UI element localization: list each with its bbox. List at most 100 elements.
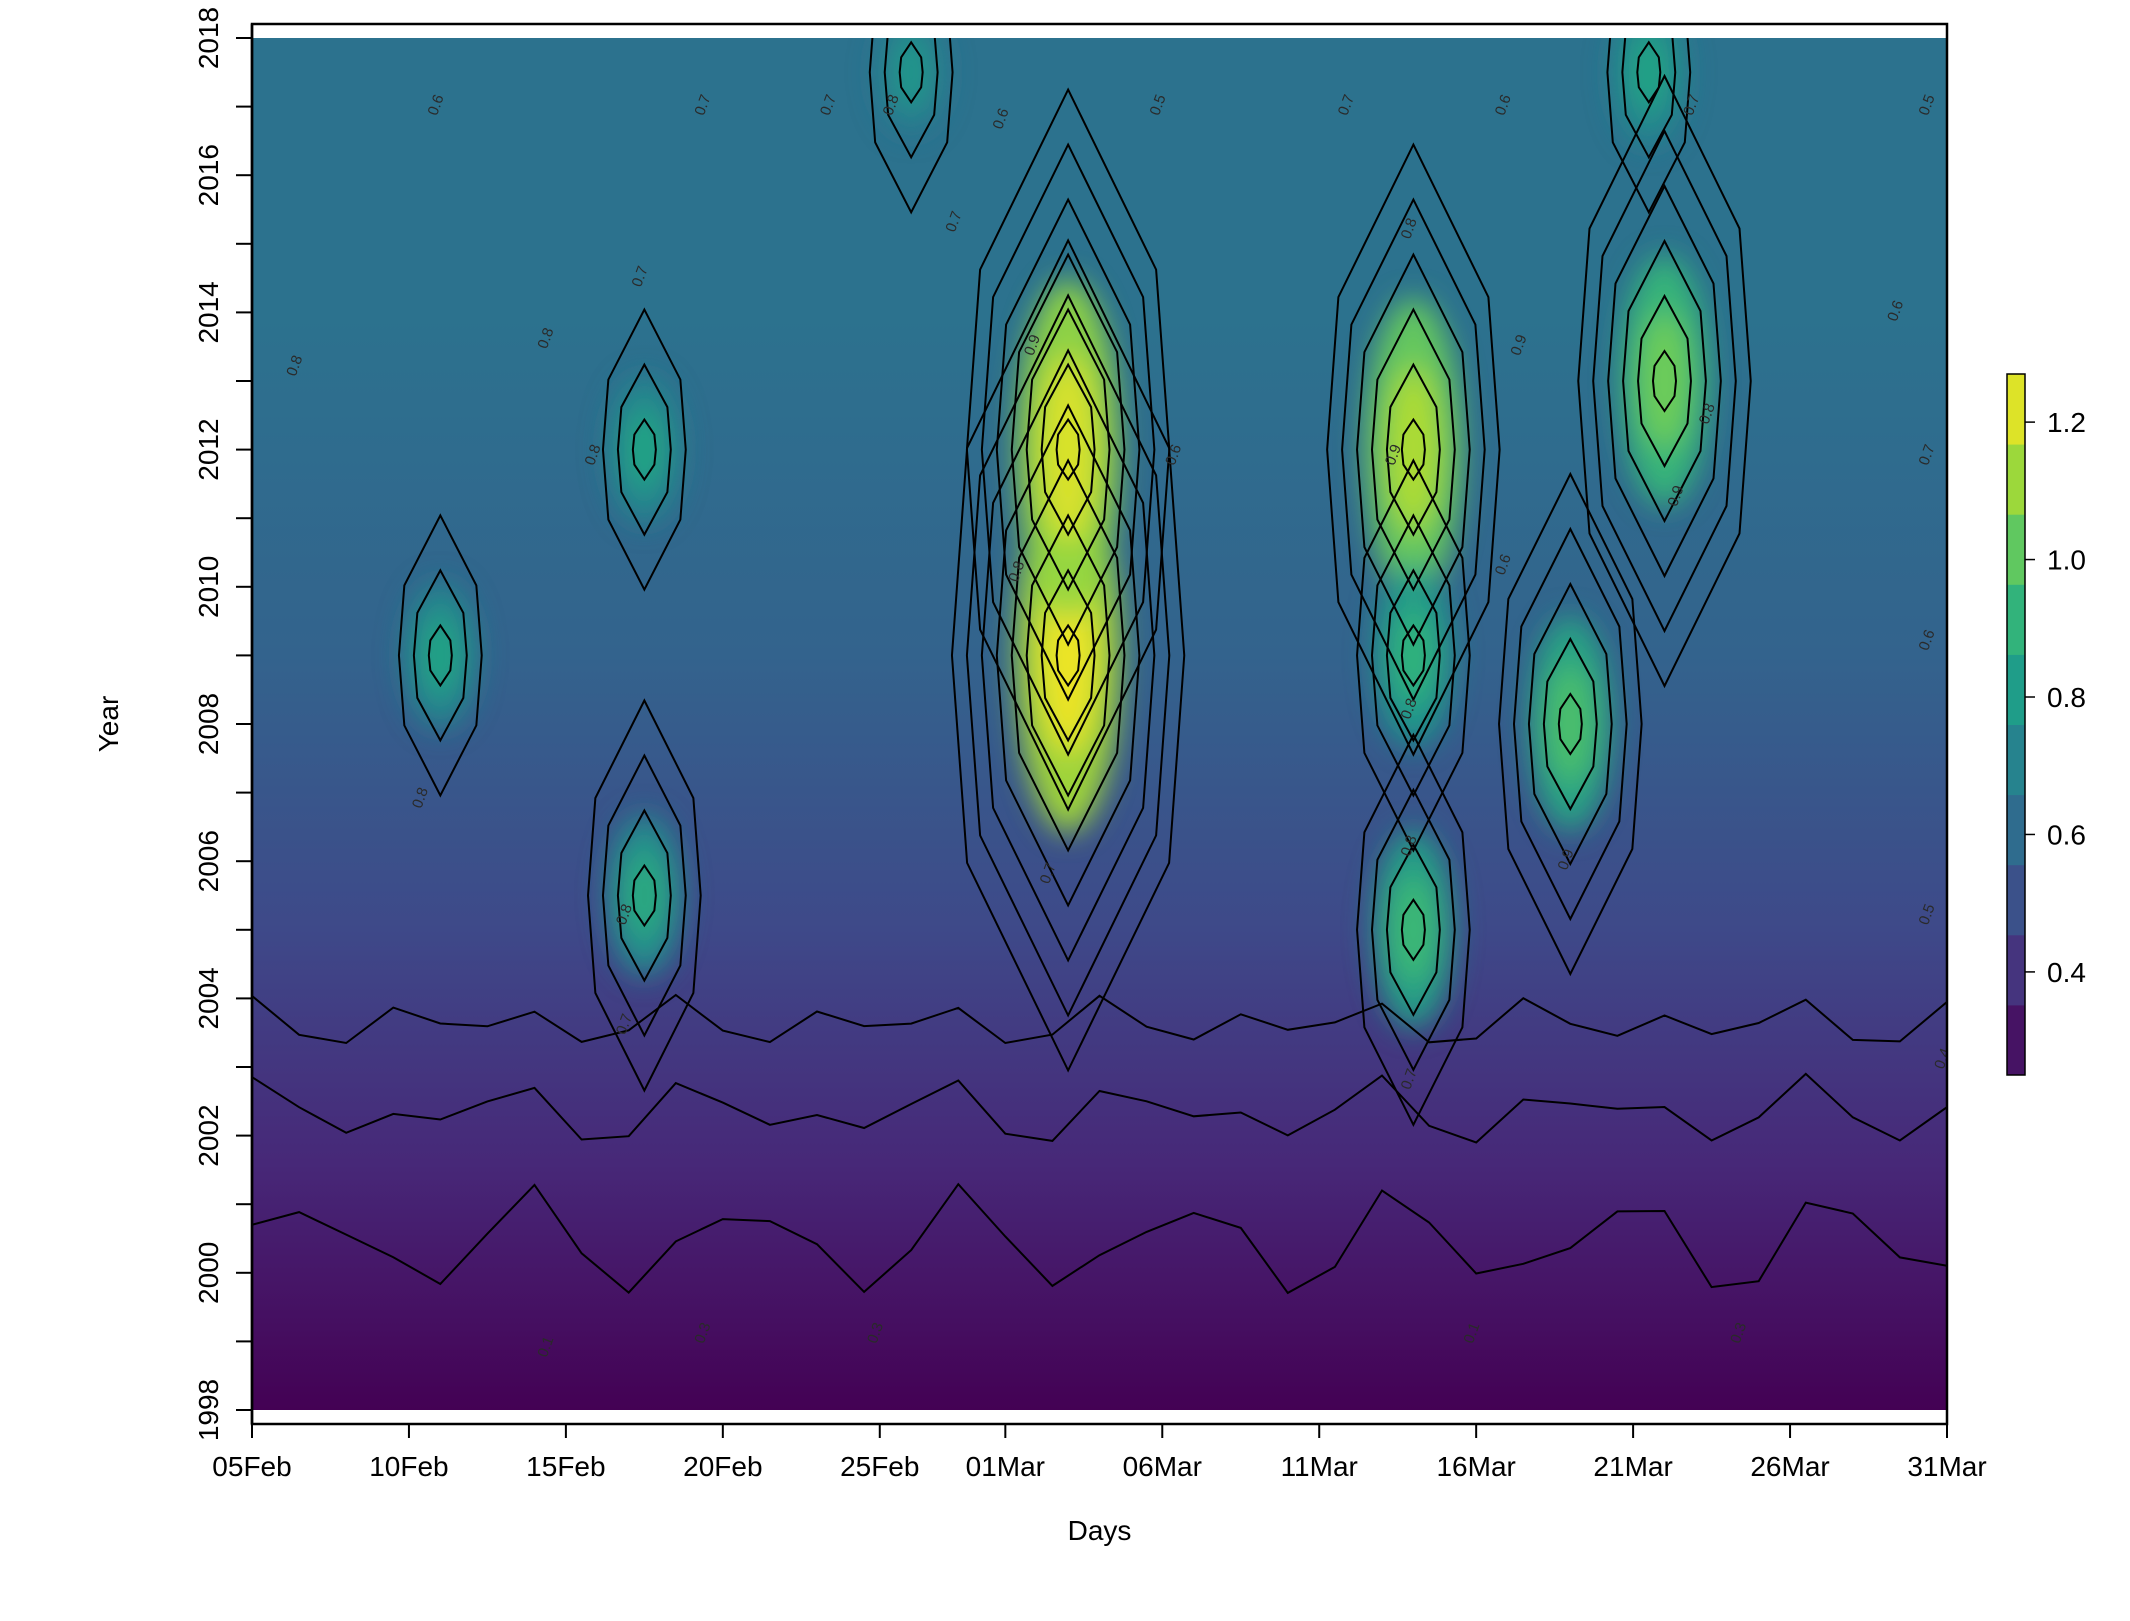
contour-label-0: 0.6: [425, 92, 448, 117]
contour-label-21: 0.8: [1696, 401, 1719, 426]
colorbar-segment-0: [2007, 1004, 2025, 1076]
contour-ring-3-5: [1577, 73, 1752, 689]
contour-ring-11-2: [1606, 38, 1692, 215]
contour-ring-9-1: [412, 568, 468, 743]
contour-label-5: 0.5: [1146, 92, 1169, 117]
hotspot-core-5: [1391, 875, 1436, 985]
plot-top-gap: [252, 24, 1947, 38]
heatmap-field: [252, 38, 1947, 1410]
contour-ring-1-5: [980, 142, 1156, 757]
contour-ring-6-1: [1385, 568, 1441, 743]
contour-ring-0-7: [950, 238, 1186, 1073]
contour-label-23: 0.8: [1005, 559, 1028, 584]
contour-label-8: 0.7: [1680, 92, 1703, 117]
contour-ring-11-0: [1636, 40, 1662, 105]
contour-label-31: 0.8: [613, 902, 636, 927]
hotspot-core-4: [1547, 665, 1593, 783]
y-tick-label-5: 2008: [193, 693, 224, 755]
x-tick-label-11: 31Mar: [1907, 1451, 1986, 1482]
colorbar-segment-8: [2007, 444, 2025, 515]
x-tick-label-8: 16Mar: [1436, 1451, 1515, 1482]
contour-ring-3-0: [1651, 349, 1678, 413]
x-tick-label-2: 15Feb: [526, 1451, 605, 1482]
contour-ring-9-0: [427, 623, 453, 688]
contour-label-24: 0.6: [1492, 552, 1515, 577]
contour-label-14: 0.8: [581, 442, 604, 467]
contour-ring-9-2: [397, 513, 483, 798]
contour-ring-8-0: [631, 417, 657, 482]
contour-label-7: 0.6: [1492, 92, 1515, 117]
contour-label-2: 0.7: [817, 92, 840, 117]
contour-ring-2-2: [1370, 307, 1456, 592]
contour-ring-2-3: [1356, 252, 1471, 647]
contour-ring-4-3: [1512, 526, 1628, 922]
contour-ring-7-2: [601, 753, 687, 1038]
contour-lines: [252, 38, 1947, 1295]
x-tick-label-6: 06Mar: [1123, 1451, 1202, 1482]
y-tick-label-4: 2006: [193, 830, 224, 892]
colorbar-tick-label-1: 0.6: [2047, 819, 2086, 850]
plot-bottom-gap: [252, 1410, 1947, 1424]
x-tick-label-0: 05Feb: [212, 1451, 291, 1482]
contour-ring-1-2: [1025, 307, 1111, 592]
x-tick-label-5: 01Mar: [966, 1451, 1045, 1482]
contour-label-40: 0.3: [1727, 1320, 1750, 1345]
contour-label-27: 0.8: [409, 785, 432, 810]
contour-ring-1-6: [965, 87, 1171, 812]
contour-label-36: 0.1: [534, 1334, 557, 1359]
contour-ring-0-6: [965, 293, 1171, 1018]
axes: 05Feb 10Feb 15Feb 20Feb 25Feb 01Mar 06Mar 11Mar…: [193, 7, 1987, 1482]
colorbar-frame: [2006, 373, 2026, 1076]
contour-label-28: 0.8: [1398, 833, 1421, 858]
contour-ring-0-2: [1025, 513, 1111, 798]
colorbar-segment-6: [2007, 584, 2025, 655]
contour-ring-5-3: [1356, 732, 1471, 1128]
colorbar-segment-7: [2007, 514, 2025, 585]
contour-ring-5-0: [1400, 897, 1426, 962]
contour-ring-7-0: [631, 863, 657, 928]
contour-ring-10-2: [868, 38, 954, 215]
contour-ring-8-1: [616, 362, 672, 537]
hotspot-core-6: [1392, 605, 1435, 706]
contour-label-20: 0.9: [1664, 483, 1687, 508]
contour-label-26: 0.8: [1398, 696, 1421, 721]
contour-ring-1-1: [1040, 362, 1096, 537]
contour-ring-3-4: [1592, 128, 1737, 634]
contour-ring-10-0: [898, 40, 924, 105]
colorbar-segment-4: [2007, 724, 2025, 796]
contour-label-33: 0.7: [613, 1012, 636, 1037]
contour-ring-5-2: [1370, 787, 1456, 1072]
contour-ring-3-2: [1622, 238, 1707, 524]
y-tick-label-7: 2012: [193, 418, 224, 480]
contour-labels: 0.6 0.7 0.7 0.8 0.6 0.5 0.7 0.6 0.7 0.5 0.7 0.7 0.8 0…: [283, 92, 1954, 1359]
contour-label-25: 0.6: [1916, 627, 1939, 652]
contour-label-13: 0.8: [283, 353, 306, 378]
colorbar-segment-3: [2007, 794, 2025, 866]
contour-label-9: 0.5: [1916, 92, 1939, 117]
contour-ring-2-0: [1400, 417, 1426, 482]
x-axis-title: Days: [1068, 1515, 1132, 1546]
y-tick-label-10: 2018: [193, 7, 224, 69]
hotspot-core-1: [1040, 356, 1097, 543]
contour-band-2: [252, 993, 1947, 1045]
contour-label-15: 0.9: [1021, 332, 1044, 357]
contour-ring-6-3: [1356, 458, 1471, 853]
contour-label-38: 0.3: [864, 1320, 887, 1345]
contour-ring-6-2: [1370, 513, 1456, 798]
contour-label-30: 0.7: [1037, 861, 1060, 886]
contour-label-35: 0.4: [1931, 1046, 1954, 1071]
hotspot-core-11: [1629, 38, 1669, 113]
contour-ring-1-3: [1010, 252, 1126, 647]
colorbar-tick-label-2: 0.8: [2047, 682, 2086, 713]
contour-ring-4-2: [1527, 581, 1613, 867]
contour-ring-0-1: [1040, 568, 1096, 743]
contour-ring-4-4: [1498, 471, 1643, 977]
contour-ring-4-1: [1542, 636, 1598, 812]
contour-ring-0-3: [1010, 458, 1126, 853]
contour-label-37: 0.3: [691, 1320, 714, 1345]
y-tick-label-9: 2016: [193, 144, 224, 206]
x-tick-label-3: 20Feb: [683, 1451, 762, 1482]
contour-label-19: 0.9: [1382, 442, 1405, 467]
